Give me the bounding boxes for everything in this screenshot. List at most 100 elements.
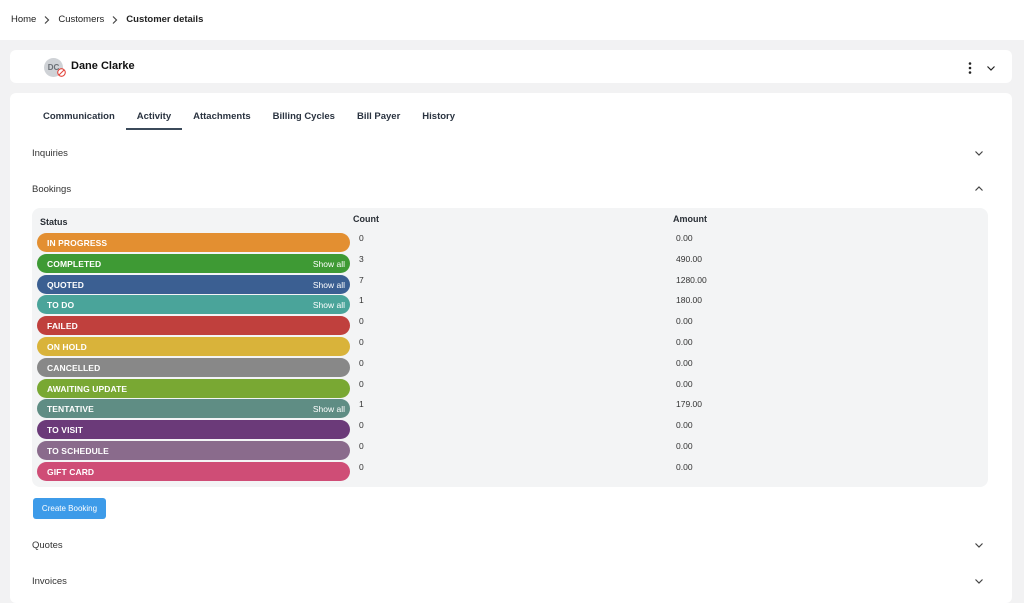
- count-cell: 0: [359, 316, 364, 327]
- count-cell: 3: [359, 253, 364, 264]
- status-pill[interactable]: TO DO Show all: [37, 295, 350, 315]
- create-booking-button[interactable]: Create Booking: [33, 498, 106, 519]
- amount-cell: 0.00: [676, 378, 693, 389]
- status-pill[interactable]: TO VISIT: [37, 420, 350, 440]
- breadcrumb-current: Customer details: [126, 14, 204, 25]
- chevron-down-icon: [975, 543, 983, 548]
- status-pill[interactable]: FAILED: [37, 316, 350, 336]
- count-cell: 1: [359, 399, 364, 410]
- count-cell: 0: [359, 461, 364, 472]
- tab-bar: Communication Activity Attachments Billi…: [32, 103, 466, 130]
- customer-header: DC Dane Clarke: [10, 50, 1012, 83]
- column-header-status: Status: [40, 217, 68, 227]
- section-label: Quotes: [32, 540, 63, 551]
- tab-activity[interactable]: Activity: [125, 103, 183, 130]
- show-all-link[interactable]: Show all: [312, 300, 345, 311]
- amount-cell: 0.00: [676, 233, 693, 243]
- show-all-link[interactable]: Show all: [312, 279, 345, 290]
- status-pill[interactable]: AWAITING UPDATE: [37, 378, 350, 398]
- status-label: TO DO: [47, 300, 75, 311]
- status-pill[interactable]: TENTATIVE Show all: [37, 399, 350, 419]
- customer-name: Dane Clarke: [71, 60, 135, 72]
- show-all-link[interactable]: Show all: [312, 404, 345, 415]
- table-row: CANCELLED 0 0.00: [37, 357, 977, 377]
- breadcrumb-home[interactable]: Home: [11, 14, 37, 25]
- tab-billing-cycles[interactable]: Billing Cycles: [272, 111, 335, 122]
- table-row: GIFT CARD 0 0.00: [37, 461, 977, 481]
- show-all-link[interactable]: Show all: [312, 258, 345, 269]
- section-label: Invoices: [32, 576, 67, 587]
- table-row: TENTATIVE Show all 1 179.00: [37, 399, 977, 419]
- table-row: FAILED 0 0.00: [37, 316, 977, 336]
- tab-bill-payer[interactable]: Bill Payer: [356, 111, 401, 122]
- chevron-right-icon: [44, 15, 50, 24]
- chevron-down-icon: [975, 151, 983, 156]
- status-label: ON HOLD: [47, 342, 87, 352]
- amount-cell: 0.00: [676, 441, 693, 451]
- count-cell: 0: [359, 441, 364, 451]
- status-pill[interactable]: IN PROGRESS: [37, 233, 350, 252]
- count-cell: 0: [359, 357, 364, 368]
- count-cell: 1: [359, 295, 364, 306]
- section-bookings[interactable]: Bookings: [32, 182, 984, 198]
- tab-history[interactable]: History: [422, 111, 456, 122]
- status-label: QUOTED: [47, 279, 84, 290]
- count-cell: 7: [359, 274, 364, 285]
- status-label: TO VISIT: [47, 425, 84, 436]
- section-label: Bookings: [32, 184, 72, 195]
- chevron-down-icon[interactable]: [986, 63, 996, 73]
- status-label: COMPLETED: [47, 258, 102, 269]
- status-pill[interactable]: GIFT CARD: [37, 461, 350, 481]
- table-row: TO VISIT 0 0.00: [37, 420, 977, 440]
- status-pill[interactable]: CANCELLED: [37, 357, 350, 377]
- status-label: CANCELLED: [47, 362, 101, 373]
- amount-cell: 180.00: [676, 295, 702, 306]
- status-pill[interactable]: ON HOLD: [37, 337, 350, 356]
- breadcrumb: Home Customers Customer details: [11, 14, 203, 25]
- status-label: GIFT CARD: [47, 466, 95, 477]
- count-cell: 0: [359, 420, 364, 431]
- table-row: TO DO Show all 1 180.00: [37, 295, 977, 315]
- main-panel: Communication Activity Attachments Billi…: [10, 93, 1012, 603]
- top-bar: Home Customers Customer details: [0, 0, 1024, 40]
- amount-cell: 0.00: [676, 461, 693, 472]
- count-cell: 0: [359, 337, 364, 347]
- section-inquiries[interactable]: Inquiries: [32, 146, 984, 162]
- amount-cell: 1280.00: [676, 274, 707, 285]
- amount-cell: 179.00: [676, 399, 702, 410]
- status-pill[interactable]: TO SCHEDULE: [37, 441, 350, 460]
- blocked-icon: [57, 68, 66, 77]
- status-label: AWAITING UPDATE: [47, 383, 128, 394]
- amount-cell: 0.00: [676, 337, 693, 347]
- status-label: TENTATIVE: [47, 404, 94, 415]
- status-label: TO SCHEDULE: [47, 446, 109, 456]
- amount-cell: 0.00: [676, 420, 693, 431]
- amount-cell: 0.00: [676, 316, 693, 327]
- table-row: AWAITING UPDATE 0 0.00: [37, 378, 977, 398]
- table-row: QUOTED Show all 7 1280.00: [37, 274, 977, 294]
- table-row: ON HOLD 0 0.00: [37, 337, 977, 356]
- status-label: IN PROGRESS: [47, 238, 108, 248]
- table-row: TO SCHEDULE 0 0.00: [37, 441, 977, 460]
- bookings-table: Status Count Amount IN PROGRESS 0 0.00 COMP…: [32, 208, 988, 487]
- breadcrumb-customers[interactable]: Customers: [58, 14, 105, 25]
- more-vertical-icon[interactable]: [966, 61, 974, 75]
- column-header-count: Count: [353, 214, 379, 224]
- status-pill[interactable]: COMPLETED Show all: [37, 253, 350, 273]
- table-row: IN PROGRESS 0 0.00: [37, 233, 977, 252]
- tab-attachments[interactable]: Attachments: [193, 111, 251, 122]
- amount-cell: 0.00: [676, 357, 693, 368]
- chevron-up-icon: [975, 186, 983, 191]
- section-invoices[interactable]: Invoices: [32, 574, 984, 590]
- count-cell: 0: [359, 378, 364, 389]
- chevron-down-icon: [975, 579, 983, 584]
- amount-cell: 490.00: [676, 253, 702, 264]
- section-quotes[interactable]: Quotes: [32, 538, 984, 554]
- count-cell: 0: [359, 233, 364, 243]
- chevron-right-icon: [112, 15, 118, 24]
- section-label: Inquiries: [32, 148, 68, 159]
- table-row: COMPLETED Show all 3 490.00: [37, 253, 977, 273]
- status-pill[interactable]: QUOTED Show all: [37, 274, 350, 294]
- tab-communication[interactable]: Communication: [43, 111, 115, 122]
- status-label: FAILED: [47, 321, 78, 332]
